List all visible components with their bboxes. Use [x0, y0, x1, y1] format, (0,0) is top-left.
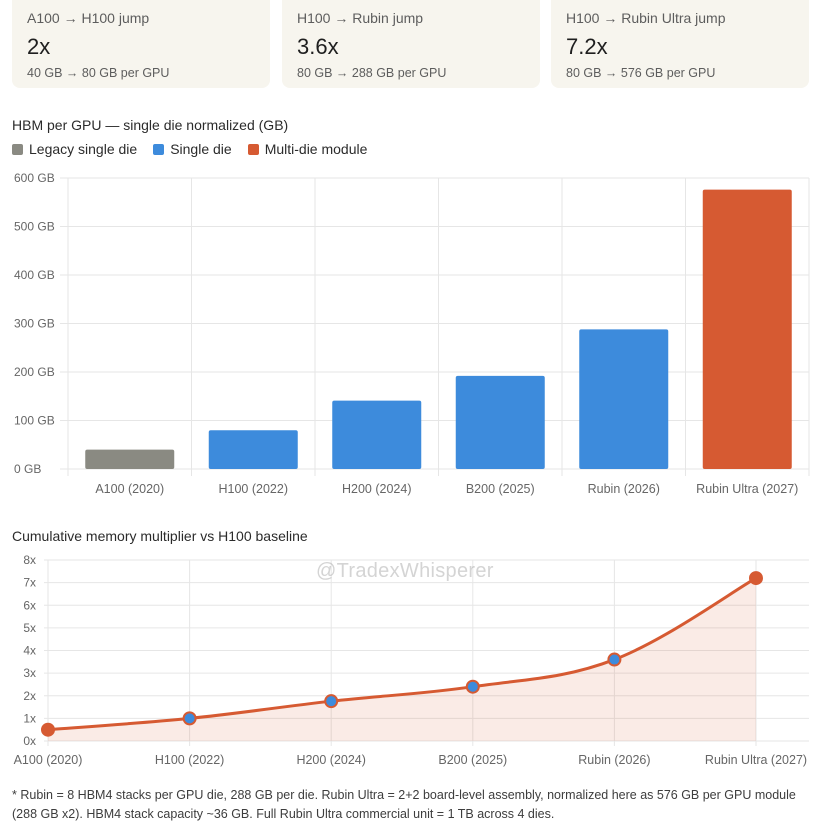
card-subtitle: 80 GB → 576 GB per GPU — [566, 66, 716, 80]
legend: Legacy single die Single die Multi-die m… — [12, 140, 383, 158]
y-tick-label: 300 GB — [14, 317, 55, 331]
bar — [455, 375, 545, 469]
y-tick-label: 4x — [23, 644, 36, 658]
line-chart-title: Cumulative memory multiplier vs H100 bas… — [12, 528, 308, 544]
data-point — [607, 652, 622, 667]
legend-label: Multi-die module — [264, 141, 368, 157]
x-tick-label: H100 (2022) — [219, 482, 289, 496]
bar — [702, 189, 792, 469]
y-tick-label: 5x — [23, 621, 36, 635]
y-tick-label: 0x — [23, 734, 36, 748]
y-tick-label: 500 GB — [14, 220, 55, 234]
bar — [85, 449, 175, 469]
card-subtitle: 40 GB → 80 GB per GPU — [27, 66, 170, 80]
y-tick-label: 2x — [23, 689, 36, 703]
card-title: A100 → H100 jump — [27, 10, 150, 26]
y-tick-label: 600 GB — [14, 171, 55, 185]
data-point — [41, 722, 55, 737]
x-tick-label: B200 (2025) — [466, 482, 535, 496]
legend-swatch — [247, 143, 259, 155]
legend-swatch — [12, 143, 23, 155]
y-tick-label: 200 GB — [14, 365, 55, 379]
x-tick-label: H200 (2024) — [296, 753, 366, 767]
bar — [208, 430, 298, 469]
bar — [579, 329, 669, 469]
data-point — [465, 679, 480, 694]
x-tick-label: A100 (2020) — [95, 482, 164, 496]
card-title: H100 → Rubin jump — [297, 10, 424, 26]
card-value: 7.2x — [566, 34, 608, 59]
area-fill — [48, 578, 756, 741]
x-tick-label: Rubin (2026) — [588, 482, 660, 496]
footnote: * Rubin = 8 HBM4 stacks per GPU die, 288… — [12, 788, 796, 821]
legend-swatch — [153, 143, 165, 155]
bar-chart-title: HBM per GPU — single die normalized (GB) — [12, 117, 289, 133]
y-tick-label: 400 GB — [14, 268, 55, 282]
x-tick-label: Rubin Ultra (2027) — [696, 482, 798, 496]
y-tick-label: 0 GB — [14, 462, 41, 476]
card-title: H100 → Rubin Ultra jump — [566, 10, 726, 26]
data-point — [749, 571, 763, 586]
x-tick-label: A100 (2020) — [14, 753, 83, 767]
legend-item: Legacy single die — [12, 141, 137, 157]
card-subtitle: 80 GB → 288 GB per GPU — [297, 66, 447, 80]
data-point — [324, 694, 339, 709]
x-tick-label: Rubin Ultra (2027) — [705, 753, 807, 767]
y-tick-label: 3x — [23, 666, 36, 680]
x-tick-label: H100 (2022) — [155, 753, 225, 767]
data-point — [182, 711, 197, 726]
y-tick-label: 8x — [23, 553, 36, 567]
card-value: 3.6x — [297, 34, 339, 59]
legend-item: Single die — [153, 141, 232, 157]
bar-chart: 0 GB 100 GB 200 GB 300 GB 400 GB 500 GB 600 GB… — [14, 171, 810, 496]
x-tick-label: H200 (2024) — [342, 482, 412, 496]
y-tick-label: 7x — [23, 576, 36, 590]
legend-label: Legacy single die — [29, 141, 138, 157]
watermark: @TradexWhisperer — [316, 560, 494, 582]
x-tick-label: Rubin (2026) — [578, 753, 650, 767]
series-line — [47, 576, 757, 732]
summary-cards: A100 → H100 jump 2x 40 GB → 80 GB per GP… — [12, 0, 810, 88]
bar — [332, 400, 422, 469]
summary-card: A100 → H100 jump 2x 40 GB → 80 GB per GP… — [12, 0, 270, 88]
y-tick-label: 100 GB — [14, 414, 55, 428]
y-tick-label: 1x — [23, 711, 36, 725]
summary-card: H100 → Rubin jump 3.6x 80 GB → 288 GB pe… — [282, 0, 540, 88]
summary-card: H100 → Rubin Ultra jump 7.2x 80 GB → 576… — [551, 0, 809, 88]
x-tick-label: B200 (2025) — [438, 753, 507, 767]
line-chart: 0x 1x 2x 3x 4x 5x 6x 7x 8x A100 (2020) H100 (2022)… — [14, 553, 809, 767]
legend-item: Multi-die module — [247, 141, 368, 157]
legend-label: Single die — [170, 141, 232, 157]
y-tick-label: 6x — [23, 598, 36, 612]
card-value: 2x — [27, 34, 51, 59]
